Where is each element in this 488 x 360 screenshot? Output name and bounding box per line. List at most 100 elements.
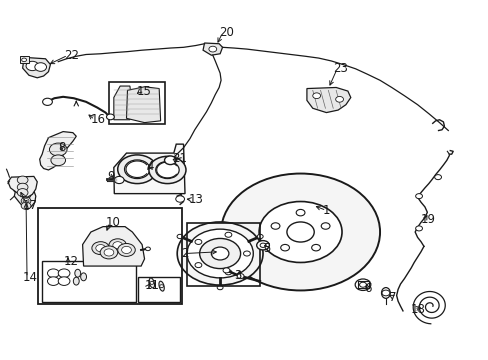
Circle shape <box>354 279 370 291</box>
Circle shape <box>186 229 253 278</box>
Circle shape <box>434 175 441 180</box>
Circle shape <box>58 277 70 285</box>
Circle shape <box>217 285 223 290</box>
Circle shape <box>415 226 422 231</box>
Circle shape <box>359 282 366 287</box>
Text: 1: 1 <box>322 204 329 217</box>
Text: 5: 5 <box>263 242 270 255</box>
Circle shape <box>100 246 118 259</box>
Ellipse shape <box>75 269 81 277</box>
Text: 2: 2 <box>181 247 188 260</box>
Circle shape <box>296 210 305 216</box>
Circle shape <box>335 96 343 102</box>
Circle shape <box>149 156 185 184</box>
Circle shape <box>311 244 320 251</box>
Circle shape <box>243 251 250 256</box>
Text: 23: 23 <box>332 62 347 75</box>
Circle shape <box>113 242 122 249</box>
Circle shape <box>124 160 150 179</box>
Bar <box>38 208 182 304</box>
Circle shape <box>208 46 216 52</box>
Text: 16: 16 <box>91 113 106 126</box>
Circle shape <box>114 176 124 184</box>
Text: 8: 8 <box>58 140 65 153</box>
Circle shape <box>321 223 329 229</box>
Circle shape <box>51 155 65 166</box>
Bar <box>138 277 179 302</box>
Circle shape <box>221 174 379 291</box>
Circle shape <box>195 239 202 244</box>
Ellipse shape <box>73 277 79 285</box>
Text: 10: 10 <box>105 216 120 229</box>
Circle shape <box>259 202 341 262</box>
Circle shape <box>92 242 109 255</box>
Circle shape <box>96 244 105 252</box>
Bar <box>20 56 29 63</box>
Circle shape <box>381 290 389 296</box>
Bar <box>109 82 164 125</box>
Text: 12: 12 <box>64 255 79 268</box>
Circle shape <box>26 61 39 71</box>
Circle shape <box>109 239 126 252</box>
Circle shape <box>35 63 46 71</box>
Circle shape <box>145 247 150 251</box>
Circle shape <box>223 268 229 273</box>
Circle shape <box>150 282 154 284</box>
Text: 13: 13 <box>188 193 203 206</box>
Text: 3: 3 <box>233 269 241 282</box>
Circle shape <box>280 244 289 251</box>
Circle shape <box>224 232 231 237</box>
Circle shape <box>199 238 240 269</box>
Polygon shape <box>22 57 50 78</box>
Circle shape <box>17 176 28 184</box>
Circle shape <box>237 274 244 279</box>
Circle shape <box>58 269 70 278</box>
Text: 19: 19 <box>420 213 435 226</box>
Circle shape <box>211 247 228 260</box>
Circle shape <box>21 192 31 199</box>
Polygon shape <box>126 87 160 123</box>
Circle shape <box>270 223 279 229</box>
Circle shape <box>47 277 59 285</box>
Text: 17: 17 <box>23 199 38 212</box>
Polygon shape <box>14 191 36 210</box>
Circle shape <box>164 156 176 165</box>
Circle shape <box>312 93 320 99</box>
Circle shape <box>17 189 28 197</box>
Text: 9: 9 <box>107 170 114 183</box>
Circle shape <box>17 183 28 191</box>
Circle shape <box>47 269 59 278</box>
Text: 14: 14 <box>23 271 38 284</box>
Text: 7: 7 <box>388 291 395 304</box>
Polygon shape <box>114 86 132 120</box>
Circle shape <box>159 285 163 288</box>
Circle shape <box>175 196 184 202</box>
Text: 4: 4 <box>146 160 153 173</box>
Ellipse shape <box>149 278 154 288</box>
Circle shape <box>21 202 31 210</box>
Circle shape <box>118 155 157 184</box>
Circle shape <box>42 98 52 105</box>
Text: 6: 6 <box>363 282 371 295</box>
Polygon shape <box>306 87 350 113</box>
Text: 11: 11 <box>144 279 159 292</box>
Ellipse shape <box>381 288 389 298</box>
Circle shape <box>177 222 263 285</box>
Circle shape <box>257 234 263 239</box>
Circle shape <box>21 197 31 204</box>
Circle shape <box>49 143 67 156</box>
Circle shape <box>260 243 265 247</box>
Ellipse shape <box>159 281 164 291</box>
Circle shape <box>156 161 179 179</box>
Circle shape <box>224 270 231 275</box>
Circle shape <box>256 240 269 250</box>
Circle shape <box>118 243 135 256</box>
Polygon shape <box>8 176 37 197</box>
Circle shape <box>23 199 29 203</box>
Text: 20: 20 <box>219 27 234 40</box>
Circle shape <box>21 58 26 62</box>
Bar <box>42 261 136 302</box>
Circle shape <box>195 262 202 267</box>
Bar <box>187 223 259 286</box>
Circle shape <box>106 114 114 120</box>
